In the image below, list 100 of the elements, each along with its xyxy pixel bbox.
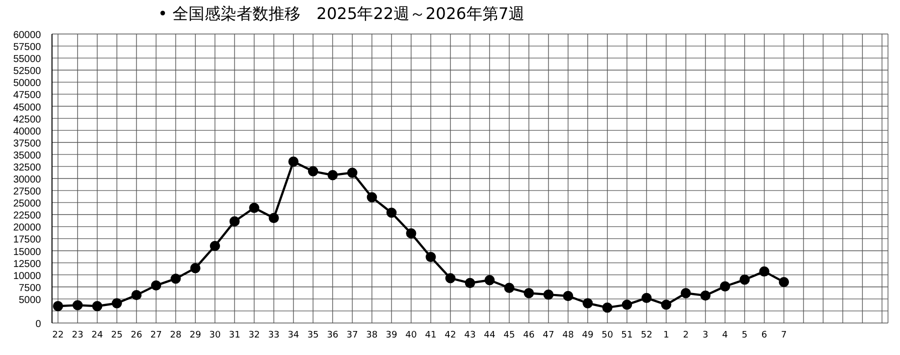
y-tick-label: 7500: [18, 282, 42, 294]
point: [92, 301, 102, 312]
point: [641, 292, 652, 304]
y-tick-label: 20000: [13, 222, 42, 234]
x-tick-label: 23: [72, 330, 84, 340]
y-tick-label: 5000: [18, 294, 42, 306]
y-tick-label: 15000: [13, 246, 42, 258]
x-tick-label: 34: [288, 330, 300, 340]
x-tick-label: 2: [682, 330, 689, 340]
point: [426, 252, 436, 262]
point: [347, 168, 358, 178]
point: [308, 166, 318, 176]
x-tick-label: 40: [405, 330, 418, 340]
x-tick-label: 32: [248, 330, 260, 340]
point: [543, 289, 554, 300]
y-tick-label: 0: [35, 319, 42, 330]
y-tick-label: 55000: [13, 54, 42, 66]
y-tick-label: 30000: [13, 174, 42, 186]
point: [484, 275, 495, 286]
point: [210, 240, 220, 252]
x-tick-label: 22: [52, 330, 64, 340]
x-tick-label: 33: [268, 330, 280, 340]
point: [445, 273, 456, 284]
point: [288, 156, 299, 167]
chart-title: • 全国感染者数推移 2025年22週～2026年第7週: [158, 4, 524, 25]
point: [249, 202, 260, 213]
y-tick-label: 10000: [13, 270, 42, 282]
x-tick-label: 31: [228, 330, 240, 340]
y-tick-label: 52500: [13, 66, 42, 78]
x-tick-label: 36: [326, 330, 339, 340]
y-tick-label: 35000: [13, 150, 42, 162]
x-tick-label: 39: [386, 330, 398, 340]
x-tick-label: 35: [307, 330, 319, 340]
x-tick-label: 4: [722, 330, 728, 340]
point: [190, 262, 200, 274]
point: [622, 300, 632, 310]
point: [504, 282, 514, 293]
x-tick-label: 7: [781, 330, 787, 340]
y-tick-label: 42500: [13, 114, 42, 126]
point: [112, 298, 122, 308]
y-tick-label: 22500: [13, 210, 42, 222]
x-tick-label: 49: [582, 330, 594, 340]
x-tick-label: 37: [346, 330, 358, 340]
y-tick-label: 60000: [13, 30, 42, 41]
point: [52, 301, 64, 312]
x-tick-label: 45: [504, 330, 515, 340]
point: [406, 228, 416, 239]
point: [268, 212, 279, 224]
x-tick-label: 24: [92, 330, 104, 340]
point: [562, 290, 574, 302]
x-tick-label: 52: [640, 330, 652, 340]
point: [720, 281, 730, 292]
x-tick-label: 51: [621, 330, 633, 340]
x-tick-label: 48: [562, 330, 574, 340]
x-tick-label: 3: [702, 330, 708, 340]
y-tick-label: 12500: [13, 258, 42, 270]
x-tick-label: 30: [209, 330, 221, 340]
x-tick-label: 29: [190, 330, 202, 340]
x-tick-label: 28: [170, 330, 182, 340]
x-tick-label: 50: [602, 330, 614, 340]
x-tick-label: 1: [663, 330, 670, 340]
point: [386, 208, 397, 218]
point: [229, 216, 240, 226]
y-tick-label: 50000: [13, 78, 42, 90]
x-tick-label: 6: [761, 330, 768, 340]
x-tick-label: 38: [366, 330, 378, 340]
y-tick-label: 17500: [13, 234, 42, 246]
point: [759, 266, 770, 277]
point: [131, 290, 142, 300]
point: [524, 288, 534, 298]
point: [464, 278, 476, 288]
point: [661, 300, 672, 310]
point: [366, 192, 378, 202]
y-tick-label: 32500: [13, 162, 42, 174]
y-tick-label: 40000: [13, 126, 42, 138]
point: [582, 298, 593, 308]
x-tick-label: 46: [523, 330, 535, 340]
point: [740, 274, 750, 285]
x-tick-label: 42: [444, 330, 456, 340]
y-tick-label: 27500: [13, 186, 42, 198]
x-tick-label: 25: [111, 330, 123, 340]
point: [72, 300, 83, 310]
point: [778, 276, 790, 288]
x-tick-label: 44: [484, 330, 496, 340]
y-tick-label: 47500: [13, 90, 42, 102]
point: [328, 170, 338, 180]
y-tick-label: 57500: [13, 42, 42, 54]
y-tick-label: 37500: [13, 138, 42, 150]
point: [700, 290, 711, 301]
y-tick-label: 45000: [13, 102, 42, 114]
x-tick-label: 47: [542, 330, 554, 340]
x-tick-label: 5: [742, 330, 748, 340]
x-tick-label: 43: [464, 330, 476, 340]
x-tick-label: 41: [425, 330, 436, 340]
point: [150, 280, 162, 291]
point: [602, 302, 612, 313]
point: [170, 274, 181, 284]
x-tick-label: 27: [150, 330, 162, 340]
point: [680, 288, 691, 298]
y-tick-label: 25000: [13, 198, 42, 210]
